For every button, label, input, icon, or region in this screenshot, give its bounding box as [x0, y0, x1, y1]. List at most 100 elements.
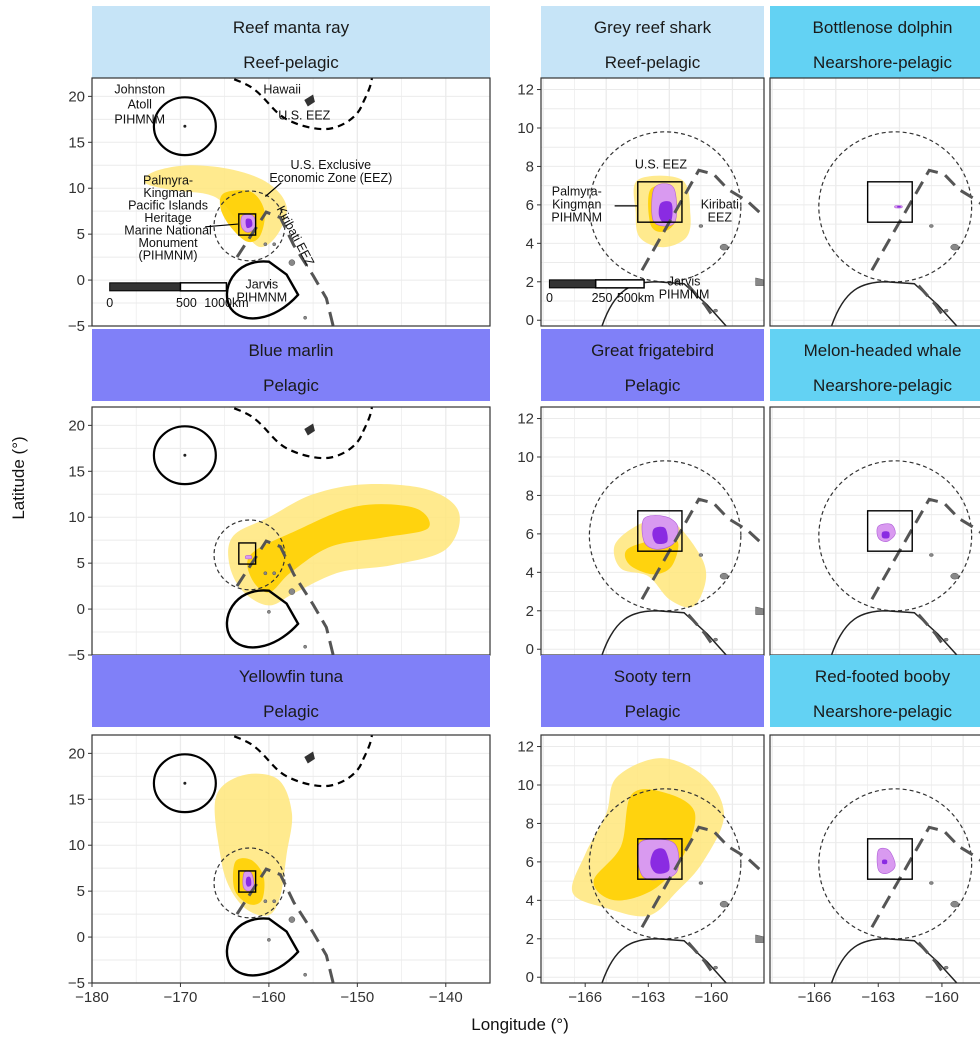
- x-tick-label: −160: [252, 989, 286, 1006]
- scale-mid: 500: [176, 296, 197, 310]
- y-tick-label: 0: [526, 641, 534, 658]
- gridlines: [770, 78, 980, 326]
- jarvis-pihmnm-boundary: [225, 589, 300, 649]
- jarvis-pihmnm-boundary: [601, 938, 727, 983]
- island: [755, 606, 764, 615]
- boundaries: [818, 131, 980, 326]
- island: [303, 644, 308, 649]
- y-tick-label: −5: [68, 318, 85, 335]
- y-tick-label: 6: [526, 854, 534, 871]
- boundaries: [152, 735, 373, 983]
- palmyra-kingman-pihmnm-box: [637, 838, 683, 880]
- panel-border: [540, 77, 765, 327]
- jarvis-pihmnm-boundary: [225, 260, 300, 320]
- arrow-palmyra: [205, 223, 238, 228]
- island: [288, 588, 296, 595]
- strip-bottlenose-dolphin: [770, 6, 980, 78]
- hawaii-land: [304, 94, 315, 107]
- strip-species-grey-reef-shark: Grey reef shark: [594, 18, 712, 37]
- palmyra-kingman-pihmnm-box: [866, 181, 913, 223]
- plot-area-great-frigatebird: [541, 407, 764, 655]
- island: [719, 900, 729, 908]
- label-us-eez: U.S. EEZ: [635, 157, 687, 171]
- panel-reef-manta-ray: Reef manta ray Reef-pelagic Johnston Atoll P…: [91, 6, 491, 327]
- palmyra-kingman-pihmnm-box: [238, 542, 257, 565]
- plot-area-red-footed-booby: [770, 735, 980, 983]
- kiribati-eez-boundary: [870, 168, 980, 271]
- plot-area-melon-headed-whale: [770, 407, 980, 655]
- x-tick-label: −166: [798, 989, 832, 1006]
- x-tick-label: −163: [861, 989, 895, 1006]
- johnston-atoll: [183, 453, 187, 457]
- island: [263, 899, 268, 904]
- core-outer-blue-marlin: [244, 555, 253, 560]
- strip-melon-headed-whale: [770, 329, 980, 401]
- plot-area-yellowfin-tuna: [92, 735, 490, 983]
- y-tick-label: 20: [68, 745, 85, 762]
- island: [267, 937, 271, 942]
- kiribati-eez-boundary: [640, 497, 763, 600]
- core-inner-bottlenose-dolphin: [896, 206, 901, 208]
- johnston-atoll: [183, 124, 187, 128]
- panel-red-footed-booby: Red-footed booby Nearshore-pelagic: [769, 655, 980, 984]
- y-tick-label: 12: [517, 82, 534, 99]
- island: [929, 553, 934, 557]
- island: [950, 572, 959, 580]
- plot-background: [770, 735, 980, 983]
- plot-background: [770, 407, 980, 655]
- johnston-atoll: [183, 781, 187, 785]
- y-tick-label: 20: [68, 88, 85, 105]
- strip-group-yellowfin-tuna: Pelagic: [263, 702, 319, 721]
- y-tick-label: 12: [517, 739, 534, 756]
- palmyra-kingman-pihmnm-box: [637, 181, 683, 223]
- y-tick-label: 10: [517, 449, 534, 466]
- label-jarvis-pihmnm: Jarvis PIHMNM: [236, 277, 287, 304]
- boundaries: [818, 788, 980, 983]
- strip-species-blue-marlin: Blue marlin: [248, 341, 333, 360]
- scale-bar-dark: [548, 279, 597, 289]
- jarvis-pihmnm-boundary: [830, 610, 958, 655]
- island: [713, 965, 718, 970]
- island: [267, 280, 271, 285]
- annotations-zoom: U.S. EEZ Palmyra-Kingman PIHMNM Kiribati EEZ…: [546, 157, 739, 305]
- label-palmyra-kingman-pihmnm: Palmyra-Kingman Pacific Islands Heritage Ma…: [124, 174, 212, 263]
- annotations-wide: Johnston Atoll PIHMNM Hawaii U.S. EEZ U.S. Ex…: [106, 83, 392, 310]
- y-tick-label: 8: [526, 158, 534, 175]
- kiribati-eez-south: [687, 284, 717, 322]
- kiribati-eez-boundary: [870, 497, 980, 600]
- y-tick-label: 0: [526, 312, 534, 329]
- palmyra-kingman-pihmnm-box: [238, 213, 257, 236]
- y-tick-label: 5: [77, 226, 85, 243]
- y-tick-label: 10: [517, 777, 534, 794]
- core-inner-grey-reef-shark: [658, 201, 673, 223]
- hawaii-us-eez-boundary: [227, 735, 373, 788]
- strip-red-footed-booby: [770, 655, 980, 727]
- strip-great-frigatebird: [541, 329, 764, 401]
- panel-bottlenose-dolphin: Bottlenose dolphin Nearshore-pelagic: [769, 6, 980, 327]
- scale-zero: 0: [106, 296, 113, 310]
- hawaii-land: [304, 423, 315, 436]
- facet-panels: Reef manta ray Reef-pelagic Johnston Atoll P…: [91, 6, 980, 984]
- label-kiribati-eez: Kiribati EEZ: [701, 198, 739, 225]
- panel-sooty-tern: Sooty tern Pelagic: [540, 655, 765, 984]
- scale-end: 500km: [617, 291, 655, 305]
- arrow-eez: [264, 182, 282, 197]
- kiribati-eez-boundary: [640, 825, 763, 928]
- palmyra-us-eez-boundary: [818, 788, 973, 940]
- plot-background: [770, 78, 980, 326]
- x-tick-label: −180: [75, 989, 109, 1006]
- x-axis-title: Longitude (°): [471, 1015, 569, 1034]
- island: [943, 637, 949, 642]
- plot-area-sooty-tern: [541, 735, 764, 983]
- y-tick-label: 4: [526, 235, 534, 252]
- kiribati-eez-south: [687, 941, 717, 979]
- panel-border: [91, 734, 491, 984]
- strip-group-great-frigatebird: Pelagic: [625, 376, 681, 395]
- strip-species-great-frigatebird: Great frigatebird: [591, 341, 714, 360]
- jarvis-pihmnm-boundary: [225, 917, 300, 977]
- y-tick-label: −5: [68, 975, 85, 992]
- kiribati-eez-boundary: [640, 168, 763, 271]
- island: [929, 224, 934, 228]
- y-tick-label: 10: [517, 120, 534, 137]
- palmyra-kingman-pihmnm-box: [866, 838, 913, 880]
